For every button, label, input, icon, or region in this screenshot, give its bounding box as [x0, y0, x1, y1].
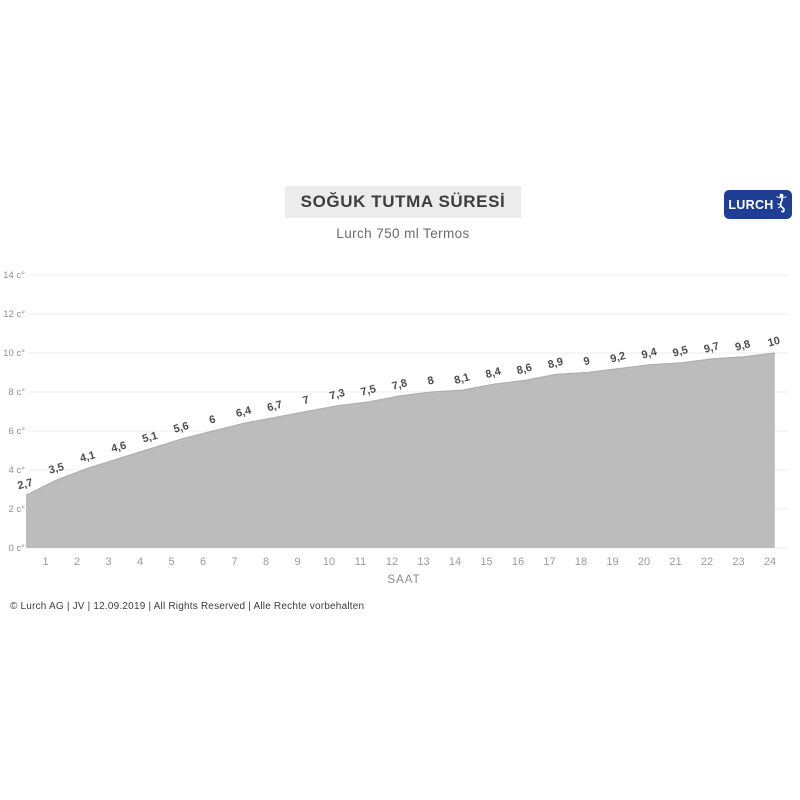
data-point-label: 9,8 [734, 338, 752, 354]
x-axis-tick-label: 3 [105, 556, 111, 568]
data-point-label: 8,9 [547, 356, 565, 372]
series-edge-line [25, 352, 775, 496]
area-series [26, 353, 775, 548]
data-point-label: 9 [582, 355, 591, 368]
data-point-label: 8,4 [484, 365, 503, 381]
y-axis-tick-label: 4 c° [9, 465, 26, 476]
data-point-label: 7,3 [328, 387, 346, 403]
chart-subtitle: Lurch 750 ml Termos [336, 226, 470, 241]
data-point-label: 8,6 [515, 362, 533, 378]
y-axis-tick-label: 2 c° [9, 504, 26, 515]
x-axis-tick-label: 21 [669, 556, 681, 568]
data-point-label: 9,7 [703, 340, 721, 356]
data-point-label: 9,5 [671, 344, 689, 360]
x-axis-tick-label: 11 [355, 556, 366, 568]
x-axis-tick-label: 7 [231, 556, 237, 568]
x-axis-tick-label: 6 [200, 556, 206, 568]
data-point-label: 7,5 [359, 383, 377, 399]
data-point-label: 5,6 [172, 420, 190, 436]
y-axis-tick-label: 12 c° [3, 309, 25, 320]
x-axis-tick-label: 2 [74, 556, 80, 568]
data-point-label: 6,7 [266, 399, 284, 415]
data-point-label: 4,1 [79, 449, 97, 465]
data-point-label: 9,4 [640, 346, 659, 362]
x-axis-tick-label: 16 [512, 556, 524, 568]
data-point-label: 9,2 [609, 350, 627, 366]
y-axis-tick-label: 6 c° [9, 426, 26, 437]
gecko-icon [775, 193, 787, 213]
cold-retention-area-chart: 0 c° 2 c° 4 c° 6 c° 8 c° 10 c° 12 c° 14 c° 2,7 3,… [3, 270, 788, 586]
x-axis-tick-label: 19 [606, 556, 618, 568]
data-point-label: 8 [426, 375, 435, 388]
y-axis-tick-label: 10 c° [3, 348, 25, 359]
data-point-label: 6,4 [235, 404, 254, 420]
data-point-label: 8,1 [453, 371, 471, 387]
x-axis-tick-label: 15 [480, 556, 492, 568]
data-point-label: 7 [302, 394, 311, 407]
chart-title-box: SOĞUK TUTMA SÜRESİ [284, 186, 522, 218]
x-axis-tick-label: 14 [449, 556, 461, 568]
x-axis-tick-label: 4 [137, 556, 143, 568]
x-axis-tick-label: 9 [294, 556, 300, 568]
x-axis-tick-label: 12 [386, 556, 398, 568]
x-axis-tick-label: 10 [323, 556, 335, 568]
x-axis-tick-label: 20 [638, 556, 650, 568]
x-axis-tick-label: 17 [543, 556, 555, 568]
x-axis-tick-label: 1 [42, 556, 48, 568]
chart-title: SOĞUK TUTMA SÜRESİ [300, 192, 506, 211]
data-point-label: 6 [208, 414, 217, 427]
data-point-label: 3,5 [47, 461, 65, 477]
x-axis-tick-label: 23 [732, 556, 744, 568]
data-point-label: 4,6 [110, 440, 128, 456]
x-axis-tick-label: 5 [168, 556, 174, 568]
data-point-label: 7,8 [391, 377, 409, 393]
copyright-footer: © Lurch AG | JV | 12.09.2019 | All Right… [10, 601, 365, 612]
x-axis-tick-label: 13 [417, 556, 429, 568]
x-axis-tick-label: 8 [263, 556, 269, 568]
x-axis-tick-label: 22 [701, 556, 713, 568]
data-point-label: 5,1 [141, 430, 159, 446]
x-axis-title: SAAT [387, 574, 420, 586]
data-point-label: 10 [767, 335, 782, 350]
y-axis-tick-label: 8 c° [9, 387, 26, 398]
header: SOĞUK TUTMA SÜRESİ Lurch 750 ml Termos [0, 186, 800, 241]
data-point-label: 2,7 [16, 477, 34, 493]
x-axis-tick-label: 18 [575, 556, 587, 568]
lurch-logo: LURCH [724, 190, 792, 219]
y-axis-tick-label: 0 c° [9, 543, 26, 554]
x-axis-tick-label: 24 [764, 556, 776, 568]
lurch-logo-text: LURCH [728, 197, 774, 212]
y-axis-tick-label: 14 c° [3, 270, 25, 281]
